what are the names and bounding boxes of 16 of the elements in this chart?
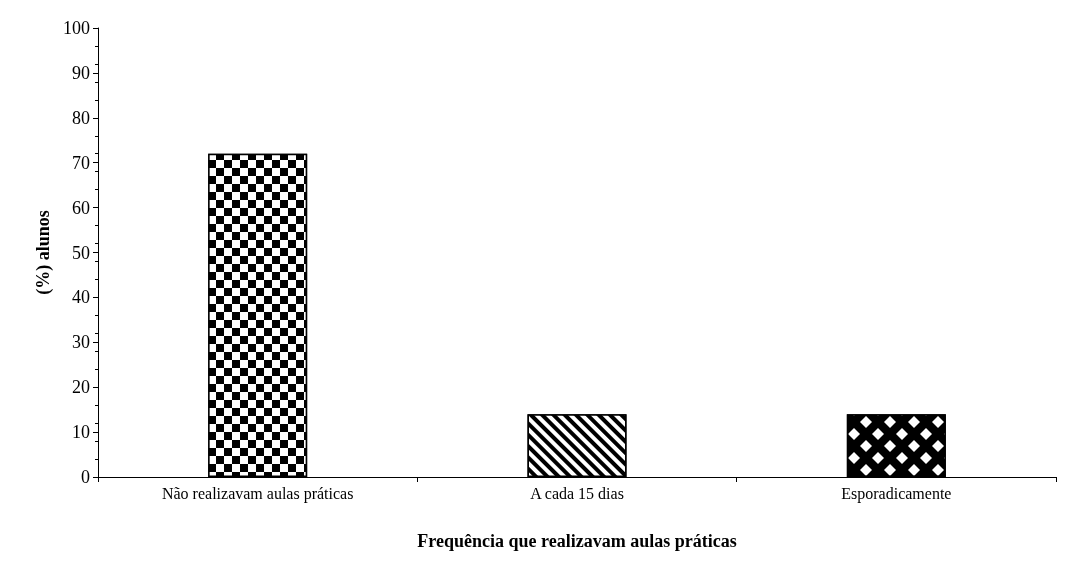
y-tick-label: 100 [63, 18, 90, 38]
y-tick-label: 60 [72, 197, 90, 218]
x-axis-title: Frequência que realizavam aulas práticas [417, 531, 737, 551]
y-tick-label: 10 [72, 422, 90, 443]
y-tick-label: 50 [72, 242, 90, 263]
y-tick-label: 40 [72, 287, 90, 308]
y-tick-label: 80 [72, 107, 90, 128]
x-tick-label: A cada 15 dias [530, 484, 624, 502]
y-tick-label: 90 [72, 62, 90, 83]
y-tick-label: 30 [72, 332, 90, 353]
y-tick-label: 70 [72, 152, 90, 173]
y-tick-label: 20 [72, 377, 90, 398]
x-tick-label: Não realizavam aulas práticas [161, 484, 354, 503]
y-tick-label: 0 [81, 467, 90, 487]
y-axis-title: (%) alunos [33, 210, 55, 295]
x-tick-label: Esporadicamente [841, 484, 952, 503]
